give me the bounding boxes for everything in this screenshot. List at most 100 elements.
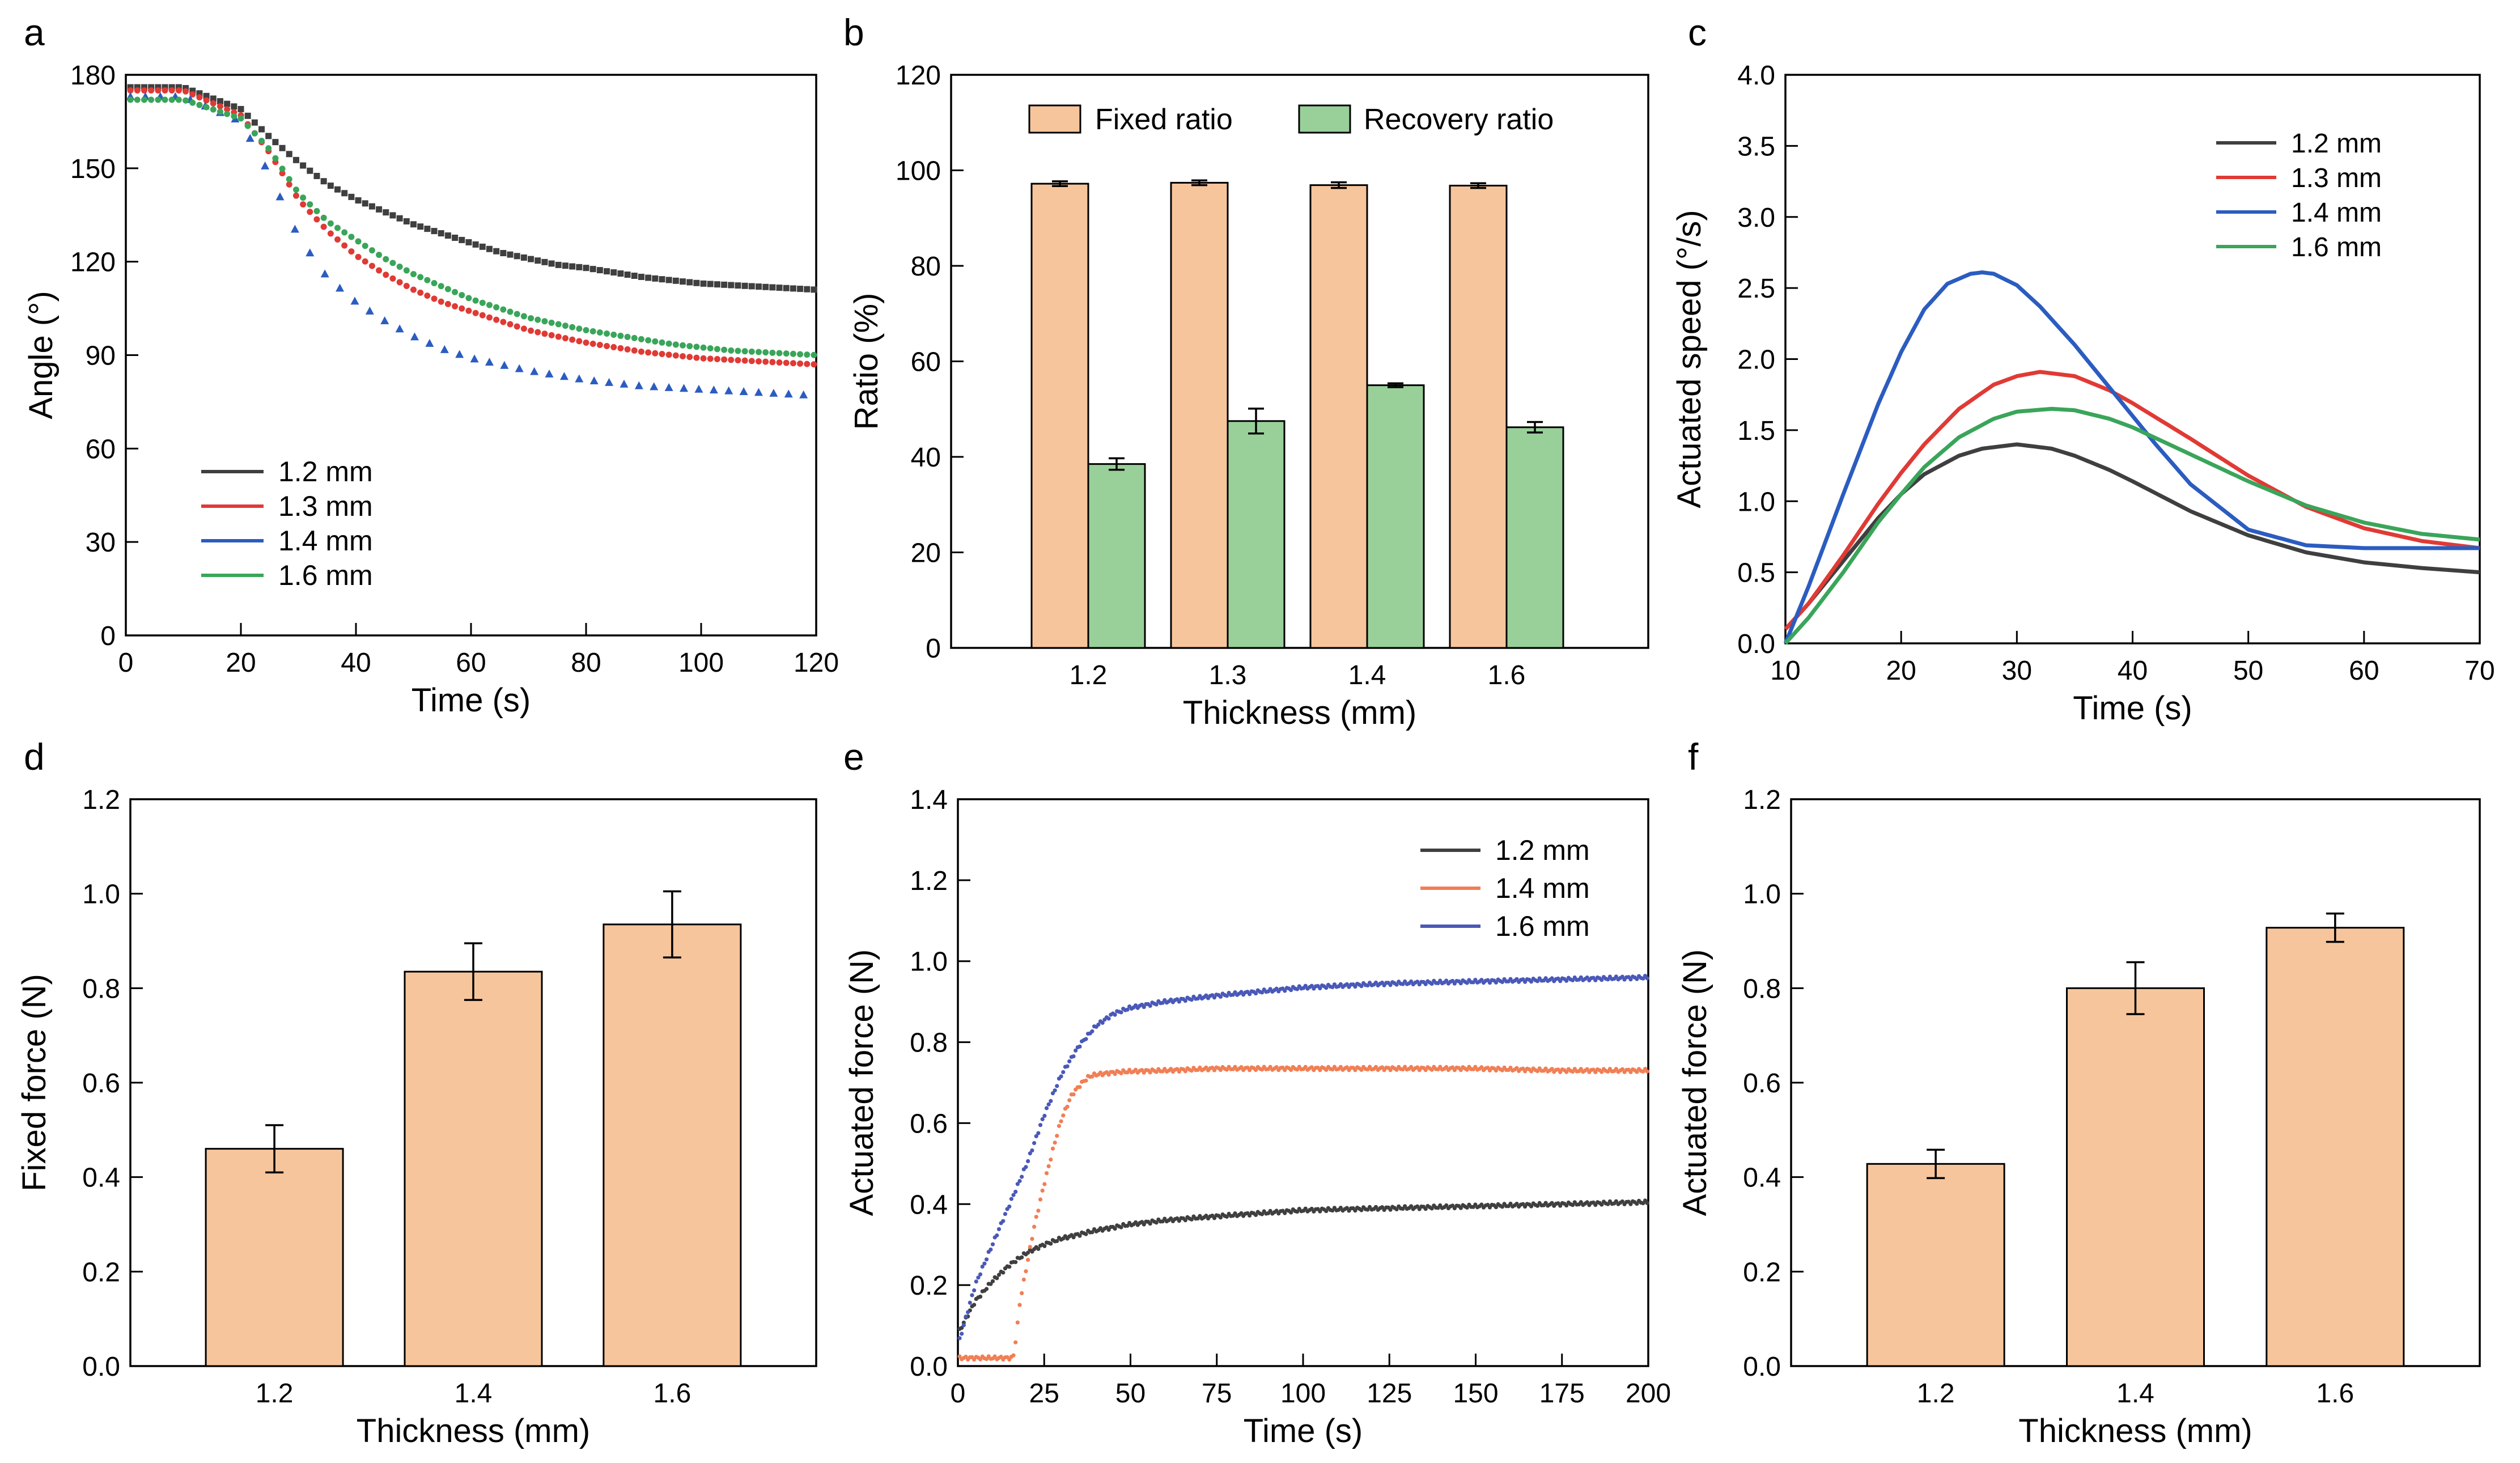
data-point	[528, 256, 534, 262]
data-point	[576, 325, 583, 332]
data-point	[664, 383, 673, 391]
data-point	[300, 162, 307, 169]
legend-swatch	[1028, 104, 1081, 134]
data-point	[417, 289, 424, 296]
data-point	[1042, 1113, 1047, 1118]
data-point	[1600, 978, 1604, 982]
data-point	[1074, 1048, 1078, 1053]
data-point	[624, 272, 631, 278]
data-point	[376, 267, 383, 274]
data-point	[410, 271, 417, 278]
data-point	[1034, 1134, 1038, 1139]
data-point	[982, 1261, 987, 1266]
data-point	[1359, 984, 1364, 989]
data-point	[1309, 1206, 1314, 1211]
data-point	[1049, 1241, 1053, 1246]
data-point	[790, 360, 796, 367]
data-point	[1628, 977, 1633, 982]
data-point	[797, 360, 804, 367]
data-point	[1289, 988, 1293, 993]
data-point	[275, 192, 285, 201]
data-point	[286, 151, 292, 158]
bar-fixed-1.3	[1170, 181, 1229, 649]
data-point	[999, 1354, 1003, 1359]
data-point	[1113, 1012, 1117, 1017]
data-point	[341, 229, 348, 236]
data-point	[1212, 1216, 1217, 1220]
chart-panel-a: 0 30 60 90 120 150 180 0 20 40 60 80 100 120 Time (s) A…	[23, 61, 839, 719]
data-point	[610, 331, 617, 338]
x-tick-label: 40	[341, 648, 371, 678]
data-point	[1077, 1233, 1082, 1238]
data-point	[604, 268, 610, 275]
data-point	[1026, 1250, 1030, 1255]
data-point	[334, 236, 341, 243]
data-point	[569, 324, 576, 330]
data-point	[189, 91, 196, 98]
data-point	[168, 96, 175, 103]
data-point	[1059, 1119, 1063, 1123]
data-point	[589, 376, 599, 384]
data-point	[555, 321, 562, 328]
data-point	[210, 106, 217, 113]
data-point	[1013, 1340, 1018, 1345]
data-point	[1067, 1059, 1072, 1063]
panel-label-d: d	[24, 736, 45, 778]
data-point	[1423, 1207, 1428, 1211]
data-point	[244, 112, 251, 119]
y-tick-label: 150	[70, 154, 116, 184]
data-point	[1324, 1208, 1329, 1214]
data-point	[804, 351, 811, 358]
data-point	[610, 269, 617, 276]
data-point	[396, 279, 403, 286]
data-point	[984, 1257, 989, 1262]
data-point	[1303, 983, 1308, 988]
data-point	[452, 289, 459, 295]
data-point	[217, 108, 223, 115]
x-tick-label: 10	[1770, 656, 1800, 686]
data-point	[528, 327, 534, 334]
data-point	[1388, 1068, 1393, 1072]
data-point	[693, 279, 700, 286]
data-point	[604, 330, 610, 337]
data-point	[520, 254, 527, 261]
data-point	[1394, 1067, 1399, 1072]
data-point	[1001, 1219, 1006, 1223]
y-tick-label: 1.2	[82, 785, 120, 815]
data-point	[500, 319, 507, 325]
data-point	[438, 283, 444, 290]
data-point	[383, 272, 389, 278]
data-point	[652, 338, 659, 345]
data-point	[784, 389, 793, 398]
data-point	[686, 343, 693, 350]
data-point	[1614, 1199, 1618, 1203]
data-point	[756, 283, 762, 290]
data-point	[410, 221, 417, 228]
data-point	[452, 234, 459, 241]
y-tick-label: 0.6	[1743, 1068, 1781, 1099]
data-point	[444, 286, 451, 292]
data-point	[231, 113, 237, 120]
data-point	[799, 390, 808, 398]
y-tick-label: 1.0	[1743, 880, 1781, 910]
data-point	[680, 353, 686, 359]
data-point	[1106, 1016, 1111, 1021]
y-tick-label: 60	[911, 347, 941, 378]
data-point	[1409, 1065, 1414, 1070]
chart-panel-f: 0.0 0.2 0.4 0.6 0.8 1.0 1.2 Thickness (mm) Actua…	[1677, 785, 2481, 1449]
data-point	[1024, 1165, 1028, 1169]
data-point	[486, 302, 493, 308]
data-point	[1338, 1206, 1343, 1210]
data-point	[1026, 1159, 1030, 1164]
y-tick-label: 4.0	[1737, 61, 1775, 91]
data-point	[1038, 1197, 1043, 1202]
data-point	[1055, 1084, 1059, 1088]
data-point	[403, 283, 410, 290]
data-point	[1046, 1164, 1051, 1168]
data-point	[368, 203, 375, 210]
data-point	[1394, 1207, 1399, 1212]
data-point	[762, 283, 769, 290]
data-point	[741, 282, 748, 289]
data-point	[976, 1275, 981, 1280]
data-point	[700, 355, 707, 362]
